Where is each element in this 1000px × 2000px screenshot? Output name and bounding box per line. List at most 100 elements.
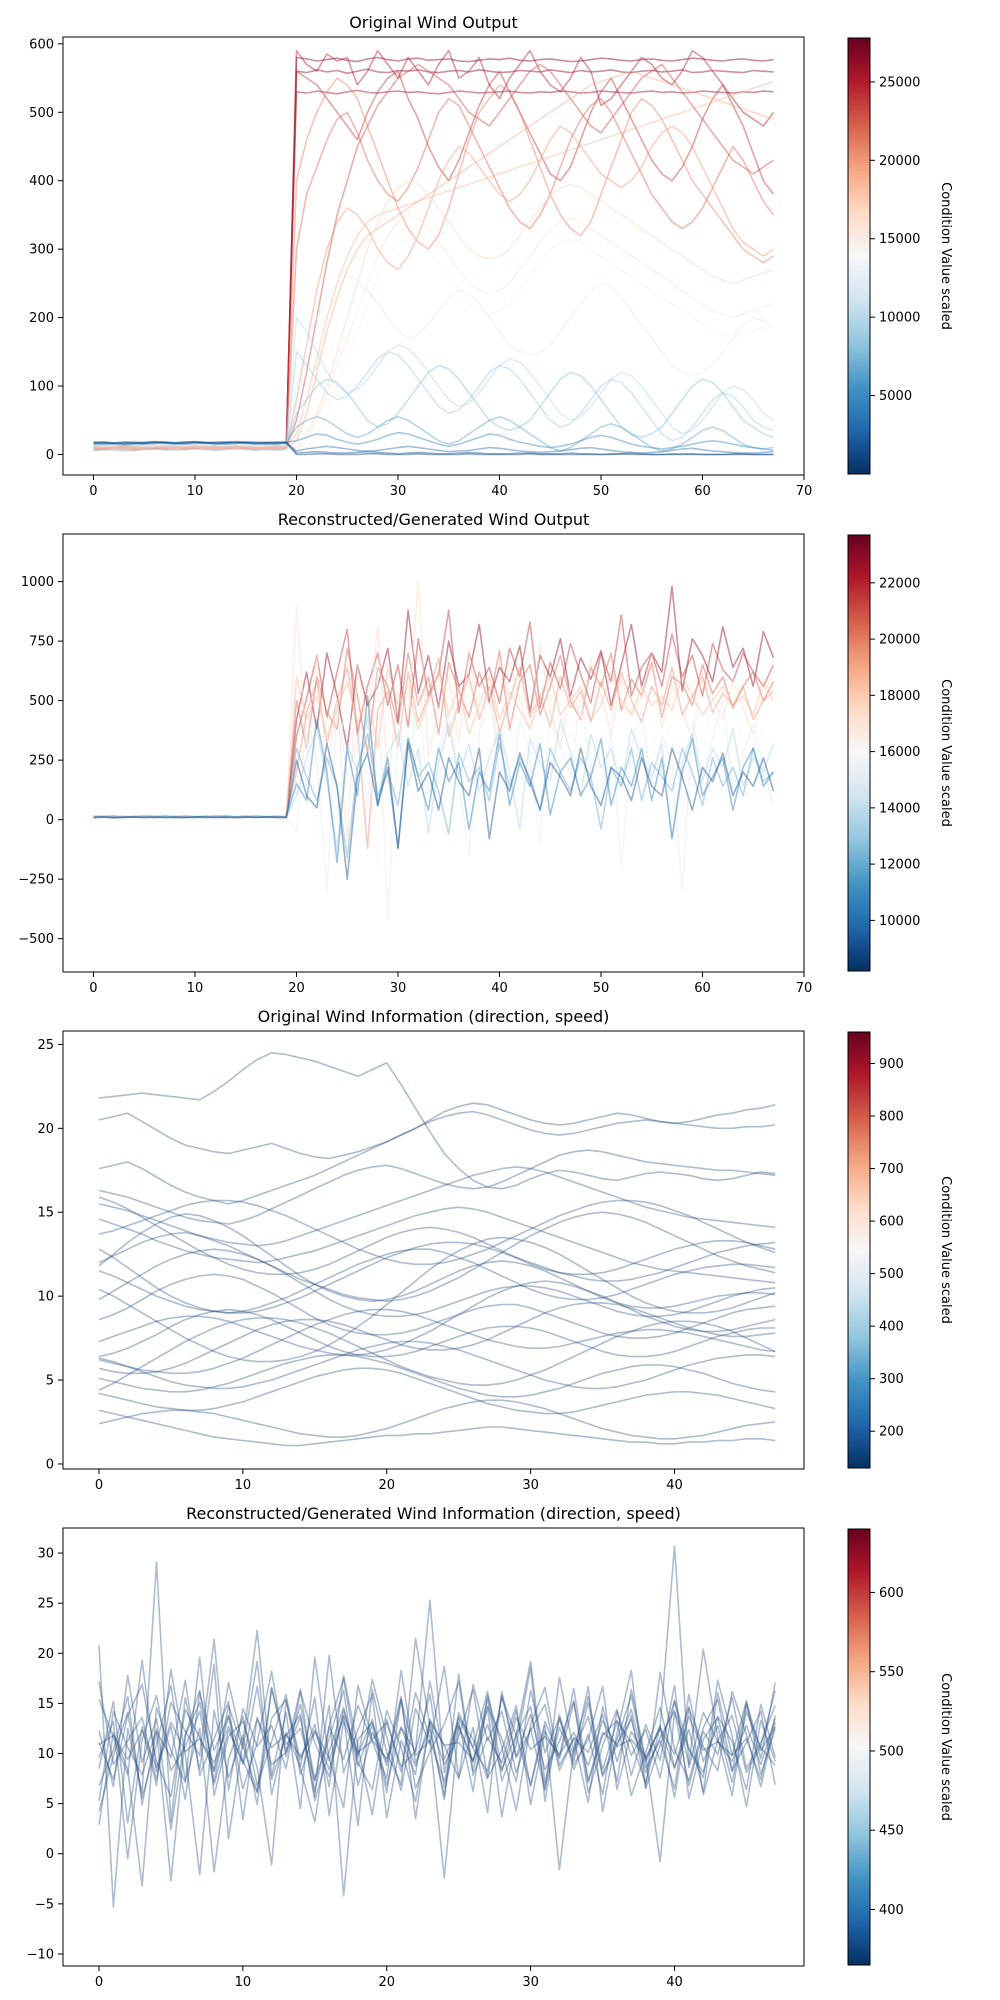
- chart-title: Reconstructed/Generated Wind Output: [278, 510, 590, 529]
- series-line: [98, 1714, 776, 1773]
- colorbar-tick-label: 500: [879, 1267, 904, 1282]
- x-tick-label: 0: [95, 1478, 103, 1493]
- y-tick-label: 0: [46, 448, 54, 463]
- chart-panel-3: Original Wind Information (direction, sp…: [37, 1007, 953, 1493]
- x-tick-label: 30: [390, 981, 407, 996]
- x-tick-label: 40: [491, 484, 508, 499]
- axes-frame: [62, 533, 805, 973]
- colorbar-tick-label: 20000: [879, 633, 920, 648]
- series-line: [93, 441, 774, 456]
- x-tick-label: 20: [378, 1478, 395, 1493]
- colorbar-tick-label: 14000: [879, 801, 920, 816]
- series-line: [93, 442, 774, 454]
- y-tick-label: 30: [37, 1547, 54, 1562]
- x-tick-label: 10: [235, 1478, 252, 1493]
- series-line: [93, 275, 774, 449]
- series-line: [98, 1367, 776, 1415]
- series-line: [98, 1273, 776, 1339]
- colorbar-tick-label: 400: [879, 1320, 904, 1335]
- colorbar-tick-label: 400: [879, 1903, 904, 1918]
- y-tick-label: 600: [29, 37, 54, 52]
- y-tick-label: −250: [18, 873, 54, 888]
- series-line: [93, 89, 774, 450]
- series-line: [98, 1340, 776, 1390]
- colorbar-tick-label: 10000: [879, 914, 920, 929]
- colorbar-tick-label: 22000: [879, 576, 920, 591]
- series-line: [98, 1149, 776, 1225]
- series-line: [98, 1654, 776, 1876]
- colorbar-label: Condition Value scaled: [938, 1176, 953, 1324]
- colorbar: [847, 1528, 871, 1966]
- colorbar-tick-label: 10000: [879, 311, 920, 326]
- series-line: [93, 666, 775, 818]
- series-line: [98, 1354, 776, 1398]
- x-tick-label: 20: [288, 484, 305, 499]
- x-tick-label: 10: [187, 484, 204, 499]
- axes-frame: [62, 36, 805, 476]
- colorbar-tick-label: 16000: [879, 745, 920, 760]
- colorbar: [847, 37, 871, 475]
- x-tick-label: 0: [89, 981, 97, 996]
- y-tick-label: −500: [18, 932, 54, 947]
- series-line: [98, 1236, 776, 1363]
- series-line: [98, 1685, 776, 1860]
- x-tick-label: 30: [522, 1975, 539, 1990]
- series-line: [93, 609, 775, 819]
- y-tick-label: 500: [29, 106, 54, 121]
- series-line: [98, 1561, 776, 1908]
- y-tick-label: −10: [27, 1947, 54, 1962]
- series-line: [93, 416, 774, 452]
- colorbar-tick-label: 800: [879, 1110, 904, 1125]
- series-line: [98, 1669, 776, 1821]
- series-line: [98, 1680, 776, 1897]
- y-tick-label: 750: [29, 635, 54, 650]
- series-line: [93, 441, 774, 456]
- series-line: [98, 1166, 776, 1247]
- series-line: [98, 1241, 776, 1314]
- y-tick-label: 15: [37, 1206, 54, 1221]
- chart-panel-4: Reconstructed/Generated Wind Information…: [27, 1504, 953, 1990]
- y-tick-label: 5: [46, 1797, 54, 1812]
- y-tick-label: 100: [29, 380, 54, 395]
- series-line: [98, 1681, 776, 1809]
- series-line: [98, 1660, 776, 1831]
- colorbar-tick-label: 200: [879, 1425, 904, 1440]
- y-tick-label: 20: [37, 1647, 54, 1662]
- y-tick-label: 300: [29, 243, 54, 258]
- colorbar: [847, 534, 871, 972]
- series-line: [98, 1308, 776, 1358]
- series-line: [93, 657, 775, 849]
- y-tick-label: 10: [37, 1290, 54, 1305]
- colorbar-tick-label: 500: [879, 1744, 904, 1759]
- y-tick-label: 500: [29, 694, 54, 709]
- colorbar-tick-label: 5000: [879, 389, 912, 404]
- colorbar-tick-label: 550: [879, 1665, 904, 1680]
- series-line: [98, 1308, 776, 1375]
- chart-panel-1: Original Wind Output 0 10 20 30 40 50 60 70 0 100 2…: [29, 13, 953, 499]
- series-line: [98, 1399, 776, 1440]
- series-line: [93, 77, 774, 452]
- x-tick-label: 50: [593, 484, 610, 499]
- series-line: [93, 316, 774, 447]
- x-tick-label: 10: [235, 1975, 252, 1990]
- series-line: [98, 1102, 776, 1160]
- colorbar: [847, 1031, 871, 1469]
- series-line: [98, 1211, 776, 1302]
- x-tick-label: 20: [288, 981, 305, 996]
- y-tick-label: 0: [46, 1847, 54, 1862]
- series-line: [98, 1317, 776, 1391]
- series-group: [98, 1052, 776, 1447]
- series-line: [98, 1199, 776, 1266]
- series-group: [98, 1545, 776, 1908]
- series-group: [93, 49, 775, 456]
- x-tick-label: 20: [378, 1975, 395, 1990]
- y-tick-label: 400: [29, 174, 54, 189]
- colorbar-tick-label: 12000: [879, 858, 920, 873]
- series-line: [98, 1659, 776, 1820]
- series-line: [98, 1110, 776, 1205]
- y-tick-label: 0: [46, 813, 54, 828]
- x-tick-label: 70: [796, 484, 813, 499]
- series-line: [93, 125, 774, 448]
- series-line: [93, 742, 775, 880]
